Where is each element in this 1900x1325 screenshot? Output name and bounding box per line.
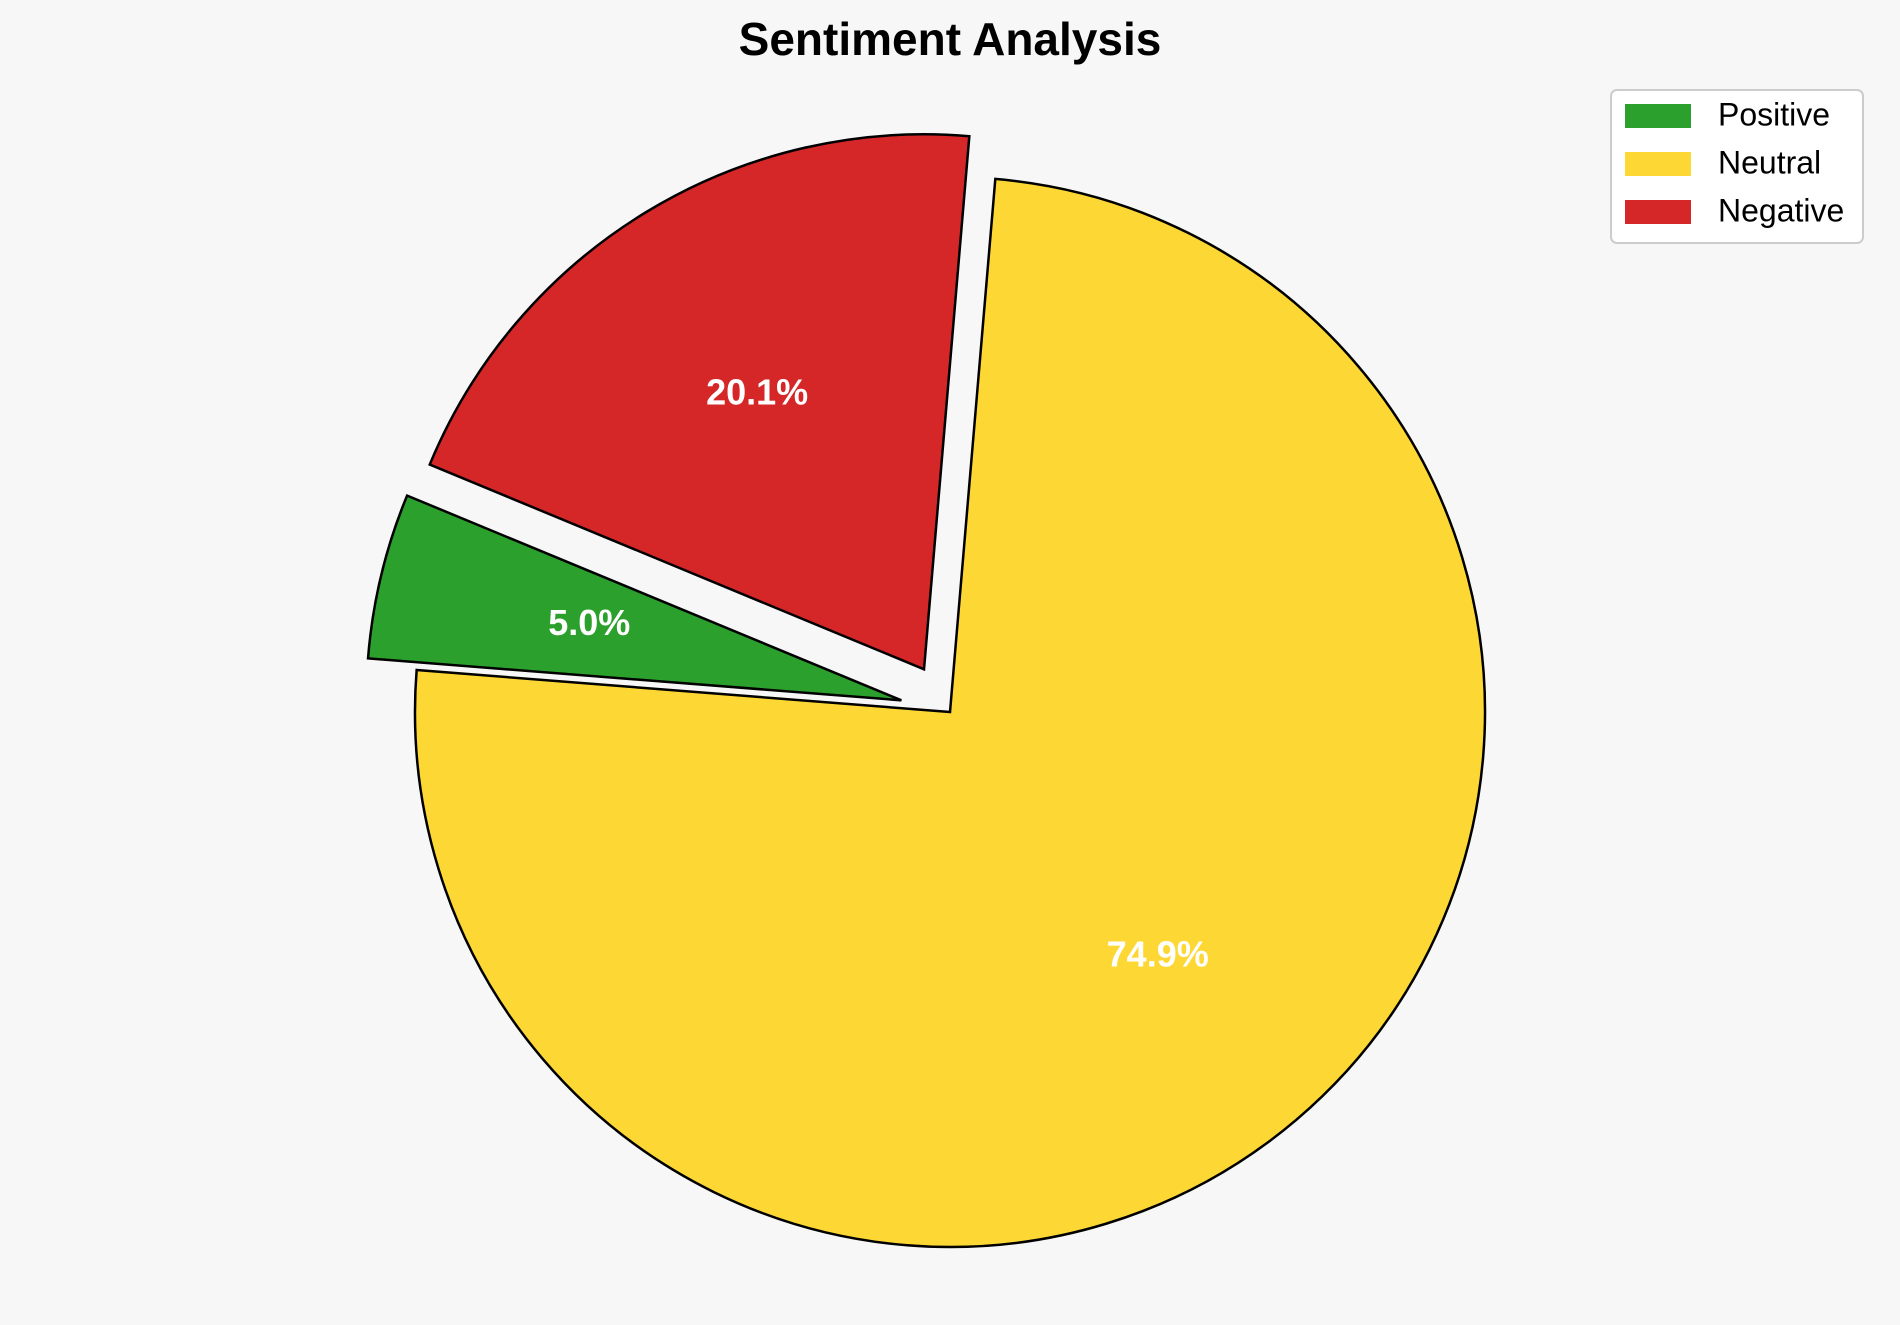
legend-swatch-neutral [1625, 152, 1691, 176]
legend-label-negative: Negative [1718, 192, 1844, 228]
legend: Positive Neutral Negative [1610, 89, 1864, 244]
slice-label-positive: 5.0% [548, 602, 630, 643]
legend-label-positive: Positive [1718, 96, 1830, 132]
pie-slices [366, 133, 1487, 1249]
legend-entries: Positive Neutral Negative [1625, 96, 1844, 228]
slice-label-neutral: 74.9% [1107, 933, 1209, 974]
legend-swatch-negative [1625, 200, 1691, 224]
pie-slice-positive [366, 493, 902, 702]
slice-label-negative: 20.1% [706, 372, 808, 413]
pie-slice-labels: 5.0% 74.9% 20.1% [548, 372, 1209, 975]
pie-slice-neutral [413, 177, 1487, 1249]
legend-swatch-positive [1625, 104, 1691, 128]
pie-slice-negative [428, 133, 971, 672]
chart-title: Sentiment Analysis [739, 13, 1162, 65]
legend-label-neutral: Neutral [1718, 144, 1821, 180]
